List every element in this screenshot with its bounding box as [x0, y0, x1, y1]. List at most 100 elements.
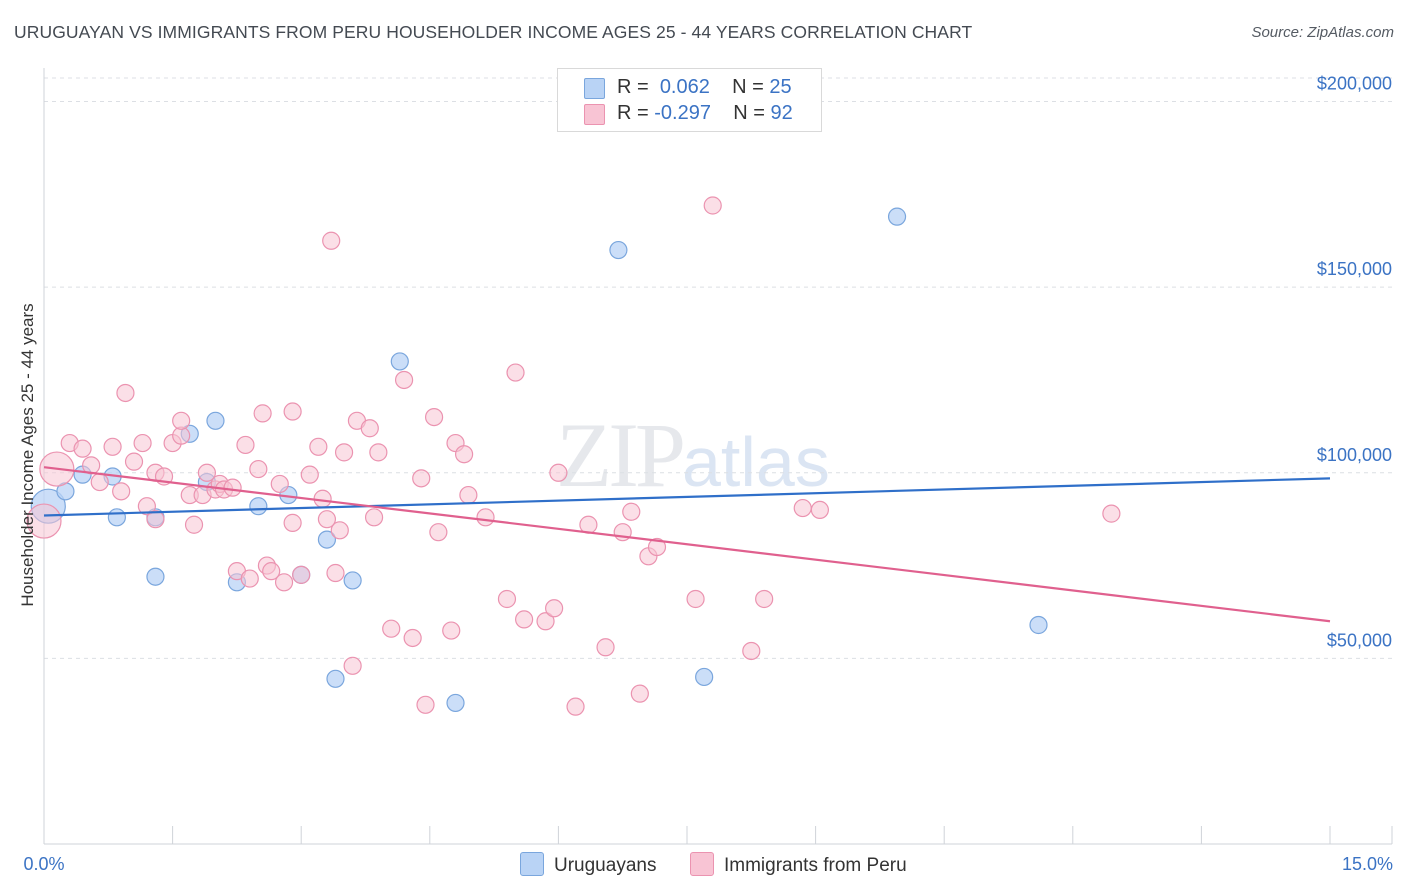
peru-point [197, 463, 216, 482]
peru-point [292, 565, 311, 584]
peru-point [793, 498, 812, 518]
peru-point [334, 443, 354, 462]
r-label: R = [617, 76, 649, 98]
uruguayan-point [326, 669, 345, 688]
peru-point [240, 569, 259, 588]
y-tick-label: $200,000 [1317, 74, 1392, 94]
peru-point [429, 523, 448, 542]
peru-point [412, 469, 431, 488]
y-axis-label: Householder Income Ages 25 - 44 years [18, 303, 37, 606]
peru-point [394, 370, 414, 390]
peru-point [454, 445, 474, 464]
peru-point [364, 508, 384, 527]
blue-swatch [584, 78, 605, 99]
peru-point [742, 641, 761, 661]
n-value: 92 [770, 102, 793, 124]
peru-point [566, 697, 585, 716]
r-label: R = [617, 102, 649, 124]
peru-point [755, 589, 774, 609]
r-value: -0.297 [654, 102, 711, 124]
peru-point [810, 500, 829, 520]
peru-point [223, 478, 242, 497]
peru-point [343, 656, 362, 675]
uruguayan-point [609, 240, 628, 260]
y-tick-label: $150,000 [1317, 259, 1392, 279]
peru-point [549, 463, 568, 482]
uruguayan-point [146, 567, 165, 586]
peru-point [326, 563, 345, 583]
peru-point [283, 513, 302, 532]
peru-point [703, 196, 722, 215]
pink-swatch [584, 104, 605, 125]
peru-point [300, 465, 319, 484]
peru-point [424, 407, 444, 427]
peru-point [26, 503, 62, 539]
peru-point [330, 521, 349, 540]
peru-point [536, 612, 555, 631]
peru-point [124, 452, 144, 471]
peru-point [137, 497, 156, 516]
peru-point [596, 638, 615, 657]
peru-point [322, 231, 341, 250]
peru-point [283, 402, 302, 421]
peru-point [459, 485, 478, 505]
uruguayan-point [1029, 615, 1048, 635]
peru-point [497, 589, 517, 609]
peru-point [442, 621, 461, 640]
uruguayans-points [30, 207, 1048, 713]
peru-point [382, 619, 401, 638]
n-label: N = [732, 76, 764, 98]
peru-point [309, 437, 328, 456]
peru-point [116, 383, 135, 403]
peru-point [416, 695, 435, 714]
peru-point [313, 489, 332, 508]
peru-point [647, 537, 667, 557]
watermark-atlas: atlas [682, 423, 830, 501]
peru-point [146, 510, 165, 529]
peru-point [317, 510, 337, 529]
peru-point [515, 610, 534, 629]
peru-point [403, 628, 422, 648]
uruguayan-point [695, 667, 714, 687]
source-label: Source: ZipAtlas.com [1251, 24, 1394, 41]
peru-point [253, 404, 272, 423]
axes [43, 68, 1393, 845]
peru-point [90, 472, 109, 492]
uruguayan-point [390, 352, 409, 371]
peru-point [236, 435, 255, 455]
n-label: N = [733, 102, 765, 124]
x-tick-label: 15.0% [1342, 854, 1393, 874]
uruguayan-point [343, 571, 362, 590]
peru-point [103, 437, 122, 456]
peru-point [369, 443, 388, 462]
legend-label: Uruguayans [554, 855, 657, 876]
peru-point [133, 433, 152, 453]
peru-points [26, 196, 1121, 716]
x-tick-label: 0.0% [23, 854, 64, 874]
tick-labels: $50,000 $100,000 $150,000 $200,000 0.0% 15.0%… [18, 74, 1393, 874]
uruguayan-point [107, 508, 126, 527]
pink-swatch [690, 852, 714, 876]
legend-item-uruguayans: Uruguayans [520, 852, 656, 877]
trend-lines [43, 466, 1331, 623]
y-tick-label: $50,000 [1327, 630, 1392, 650]
legend-item-peru: Immigrants from Peru [690, 852, 907, 877]
peru-point [270, 474, 289, 494]
blue-swatch [520, 852, 544, 876]
peru-point [506, 363, 525, 382]
peru-point [262, 562, 281, 581]
chart-title: URUGUAYAN VS IMMIGRANTS FROM PERU HOUSEH… [14, 22, 973, 42]
y-tick-label: $100,000 [1317, 445, 1392, 465]
peru-point [476, 508, 495, 527]
uruguayan-point [887, 207, 907, 226]
uruguayan-point [317, 530, 337, 549]
uruguayan-point [206, 411, 225, 430]
r-value: 0.062 [659, 76, 710, 98]
uruguayan-point [249, 497, 268, 516]
peru-point [630, 684, 649, 703]
watermark-zip: ZIP [556, 404, 686, 506]
peru-point [172, 411, 191, 430]
uruguayan-point [446, 693, 465, 713]
n-value: 25 [769, 76, 792, 98]
uruguayans-trend-line [43, 477, 1331, 517]
